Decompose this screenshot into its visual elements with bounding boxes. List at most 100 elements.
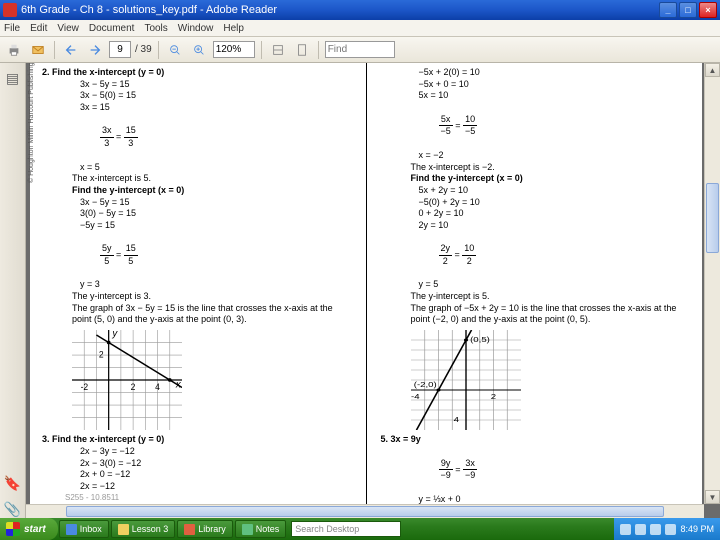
left-column: 2. Find the x-intercept (y = 0) 3x − 5y … [30, 63, 364, 504]
scroll-thumb[interactable] [66, 506, 664, 517]
fit-page-icon[interactable] [292, 40, 312, 60]
svg-text:(-2,0): (-2,0) [413, 380, 436, 388]
scroll-thumb[interactable] [706, 183, 719, 253]
eq: 3x − 5y = 15 [80, 79, 352, 91]
subtitle: Find the y-intercept (x = 0) [72, 185, 352, 197]
next-page-icon[interactable] [85, 40, 105, 60]
zoom-out-icon[interactable] [165, 40, 185, 60]
svg-text:4: 4 [453, 415, 459, 423]
answer: The y-intercept is 5. [411, 291, 691, 303]
pdf-page: © Houghton Mifflin Harcourt Publishing C… [30, 63, 702, 504]
menu-file[interactable]: File [4, 23, 20, 34]
eq: x = 5 [80, 162, 352, 174]
app-icon [242, 524, 253, 535]
eq: x = −2 [419, 150, 691, 162]
eq: 3x − 5y = 15 [80, 197, 352, 209]
taskbar-item[interactable]: Library [177, 520, 233, 538]
problem-5-title: 5. 3x = 9y [381, 434, 691, 446]
answer: The x-intercept is −2. [411, 162, 691, 174]
bookmark-icon[interactable]: 🔖 [4, 474, 22, 492]
eq: 5x = 10 [419, 90, 691, 102]
eq: 2x − 3y = −12 [80, 446, 352, 458]
window-controls: _ □ × [659, 2, 717, 18]
app-icon [66, 524, 77, 535]
eq: 2x = −12 [80, 481, 352, 493]
mail-icon[interactable] [28, 40, 48, 60]
eq: 3x = 15 [80, 102, 352, 114]
vertical-scrollbar[interactable]: ▲ ▼ [704, 63, 720, 504]
menu-tools[interactable]: Tools [144, 23, 167, 34]
page-footer: S255 - 10.8511 [65, 493, 119, 502]
menu-help[interactable]: Help [223, 23, 244, 34]
conclusion: The graph of −5x + 2y = 10 is the line t… [411, 303, 691, 326]
eq: 2x + 0 = −12 [80, 469, 352, 481]
horizontal-scrollbar[interactable] [26, 504, 704, 518]
tray-icon[interactable] [635, 524, 646, 535]
svg-text:4: 4 [155, 382, 160, 392]
eq: 3(0) − 5y = 15 [80, 208, 352, 220]
tray-icon[interactable] [620, 524, 631, 535]
eq: 2x − 3(0) = −12 [80, 458, 352, 470]
close-button[interactable]: × [699, 2, 717, 18]
zoom-input[interactable] [213, 41, 255, 58]
eq: −5(0) + 2y = 10 [419, 197, 691, 209]
maximize-button[interactable]: □ [679, 2, 697, 18]
pages-panel-icon[interactable]: ▤ [4, 69, 22, 87]
clock[interactable]: 8:49 PM [680, 524, 714, 534]
eq: y = 3 [80, 279, 352, 291]
page-input[interactable] [109, 41, 131, 58]
system-tray: 8:49 PM [614, 518, 720, 540]
answer: The y-intercept is 3. [72, 291, 352, 303]
eq: 5x + 2y = 10 [419, 185, 691, 197]
page-total: / 39 [135, 44, 152, 55]
titlebar: 6th Grade - Ch 8 - solutions_key.pdf - A… [0, 0, 720, 20]
menu-edit[interactable]: Edit [30, 23, 47, 34]
menu-document[interactable]: Document [89, 23, 135, 34]
zoom-in-icon[interactable] [189, 40, 209, 60]
eq-frac: 5y5 = 155 [80, 232, 352, 280]
start-label: start [24, 524, 46, 535]
fit-width-icon[interactable] [268, 40, 288, 60]
print-icon[interactable] [4, 40, 24, 60]
start-button[interactable]: start [0, 518, 58, 540]
eq: −5y = 15 [80, 220, 352, 232]
menubar: File Edit View Document Tools Window Hel… [0, 20, 720, 37]
minimize-button[interactable]: _ [659, 2, 677, 18]
menu-window[interactable]: Window [178, 23, 214, 34]
right-column: −5x + 2(0) = 10 −5x + 0 = 10 5x = 10 5x−… [369, 63, 703, 504]
tray-icon[interactable] [665, 524, 676, 535]
app-icon [118, 524, 129, 535]
svg-text:(0,5): (0,5) [470, 335, 490, 343]
svg-text:2: 2 [99, 350, 104, 360]
answer: The x-intercept is 5. [72, 173, 352, 185]
taskbar-item[interactable]: Lesson 3 [111, 520, 176, 538]
scroll-up-icon[interactable]: ▲ [705, 63, 720, 77]
eq: −5x + 2(0) = 10 [419, 67, 691, 79]
windows-logo-icon [6, 522, 20, 536]
svg-text:y: y [111, 330, 118, 339]
find-input[interactable] [325, 41, 395, 58]
conclusion: The graph of 3x − 5y = 15 is the line th… [72, 303, 352, 326]
taskbar-item[interactable]: Notes [235, 520, 287, 538]
pdf-icon [3, 3, 17, 17]
eq: 3x − 5(0) = 15 [80, 90, 352, 102]
svg-text:2: 2 [490, 392, 496, 400]
graph-2: (0,5) (-2,0) -42 4 [411, 330, 521, 430]
eq: 2y = 10 [419, 220, 691, 232]
eq-frac: 9y−9 = 3x−9 [419, 446, 691, 494]
prev-page-icon[interactable] [61, 40, 81, 60]
sidebar: ▤ 🔖 📎 [0, 63, 26, 518]
svg-text:x: x [175, 380, 182, 391]
svg-text:-2: -2 [81, 382, 89, 392]
taskbar-item[interactable]: Inbox [59, 520, 109, 538]
attachment-icon[interactable]: 📎 [4, 500, 22, 518]
scroll-down-icon[interactable]: ▼ [705, 490, 720, 504]
graph-1: x y -224 2 [72, 330, 182, 430]
toolbar: / 39 [0, 37, 720, 63]
eq-frac: 2y2 = 102 [419, 232, 691, 280]
desktop-search[interactable]: Search Desktop [291, 521, 401, 537]
tray-icon[interactable] [650, 524, 661, 535]
subtitle: Find the y-intercept (x = 0) [411, 173, 691, 185]
problem-3-title: 3. Find the x-intercept (y = 0) [42, 434, 352, 446]
menu-view[interactable]: View [57, 23, 79, 34]
